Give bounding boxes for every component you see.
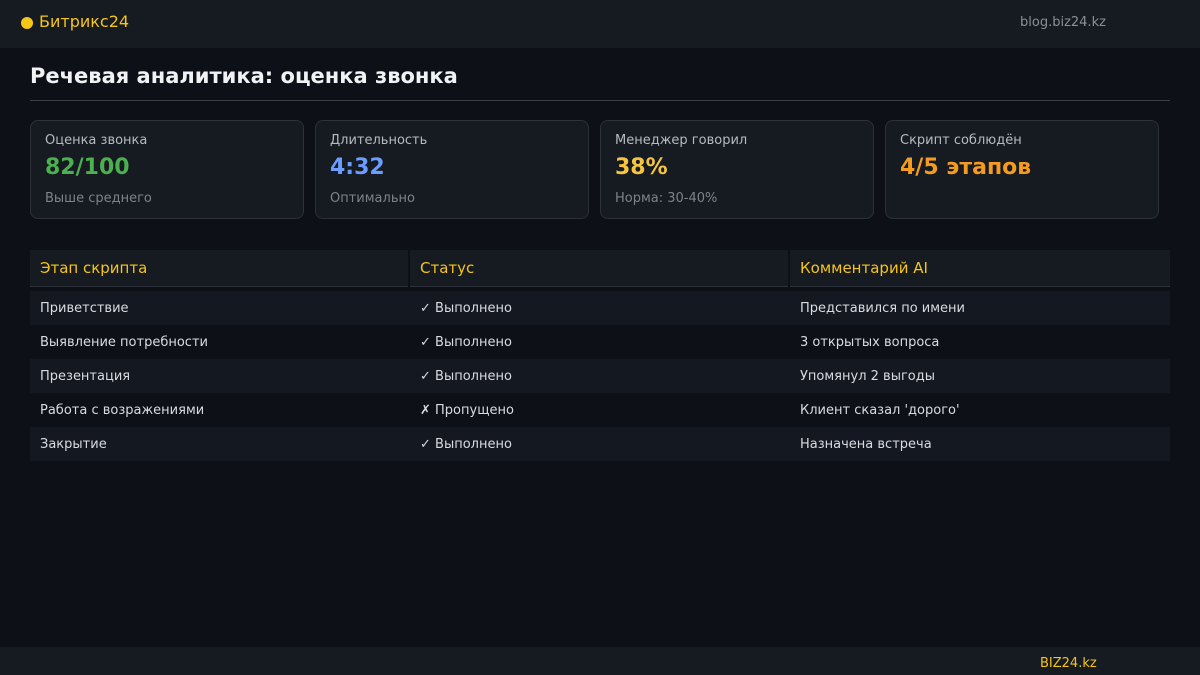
cell-status: ✓ Выполнено [420,436,512,452]
cell-status: ✗ Пропущено [420,402,514,418]
cell-status: ✓ Выполнено [420,334,512,350]
cell-ai-comment: Представился по имени [800,300,966,316]
script-stages-table: Этап скрипта Статус Комментарий AI Приве… [30,250,1170,461]
card-label: Длительность [330,133,428,148]
card-value: 4:32 [330,155,385,180]
card-manager-talk-ratio: Менеджер говорил 38% Норма: 30-40% [600,120,874,219]
table-row: Закрытие ✓ Выполнено Назначена встреча [30,427,1170,461]
card-note: Выше среднего [45,191,152,206]
cell-stage: Презентация [40,368,131,384]
page-title: Речевая аналитика: оценка звонка [30,64,458,88]
card-value: 4/5 этапов [900,155,1032,180]
cell-status: ✓ Выполнено [420,368,512,384]
table-row: Работа с возражениями ✗ Пропущено Клиент… [30,393,1170,427]
cell-stage: Работа с возражениями [40,402,205,418]
table-body: Приветствие ✓ Выполнено Представился по … [30,291,1170,461]
footer-brand-link[interactable]: BIZ24.kz [1040,656,1097,671]
table-row: Презентация ✓ Выполнено Упомянул 2 выгод… [30,359,1170,393]
card-duration: Длительность 4:32 Оптимально [315,120,589,219]
table-row: Выявление потребности ✓ Выполнено 3 откр… [30,325,1170,359]
column-header-ai-comment: Комментарий AI [790,250,1170,287]
brand-logo[interactable]: Битрикс24 [21,12,129,31]
card-value: 82/100 [45,155,130,180]
brand-name: Битрикс24 [39,12,130,31]
top-bar: Битрикс24 blog.biz24.kz [0,0,1200,48]
brand-dot-icon [21,16,33,29]
cell-status: ✓ Выполнено [420,300,512,316]
card-call-score: Оценка звонка 82/100 Выше среднего [30,120,304,219]
cell-ai-comment: Назначена встреча [800,436,932,452]
column-header-stage: Этап скрипта [30,250,408,287]
card-value: 38% [615,155,668,180]
card-label: Скрипт соблюдён [900,133,1022,148]
card-script-compliance: Скрипт соблюдён 4/5 этапов [885,120,1159,219]
card-note: Оптимально [330,191,415,206]
cell-stage: Закрытие [40,436,107,452]
table-header: Этап скрипта Статус Комментарий AI [30,250,1170,288]
column-header-status: Статус [410,250,788,287]
footer-bar: BIZ24.kz [0,647,1200,675]
card-label: Менеджер говорил [615,133,748,148]
cell-stage: Выявление потребности [40,334,208,350]
title-divider [30,100,1170,101]
table-row: Приветствие ✓ Выполнено Представился по … [30,291,1170,325]
cell-ai-comment: 3 открытых вопроса [800,334,940,350]
cell-stage: Приветствие [40,300,129,316]
cell-ai-comment: Упомянул 2 выгоды [800,368,936,384]
card-note: Норма: 30-40% [615,191,718,206]
card-label: Оценка звонка [45,133,148,148]
cell-ai-comment: Клиент сказал 'дорого' [800,402,960,418]
site-url-link[interactable]: blog.biz24.kz [1020,15,1106,30]
